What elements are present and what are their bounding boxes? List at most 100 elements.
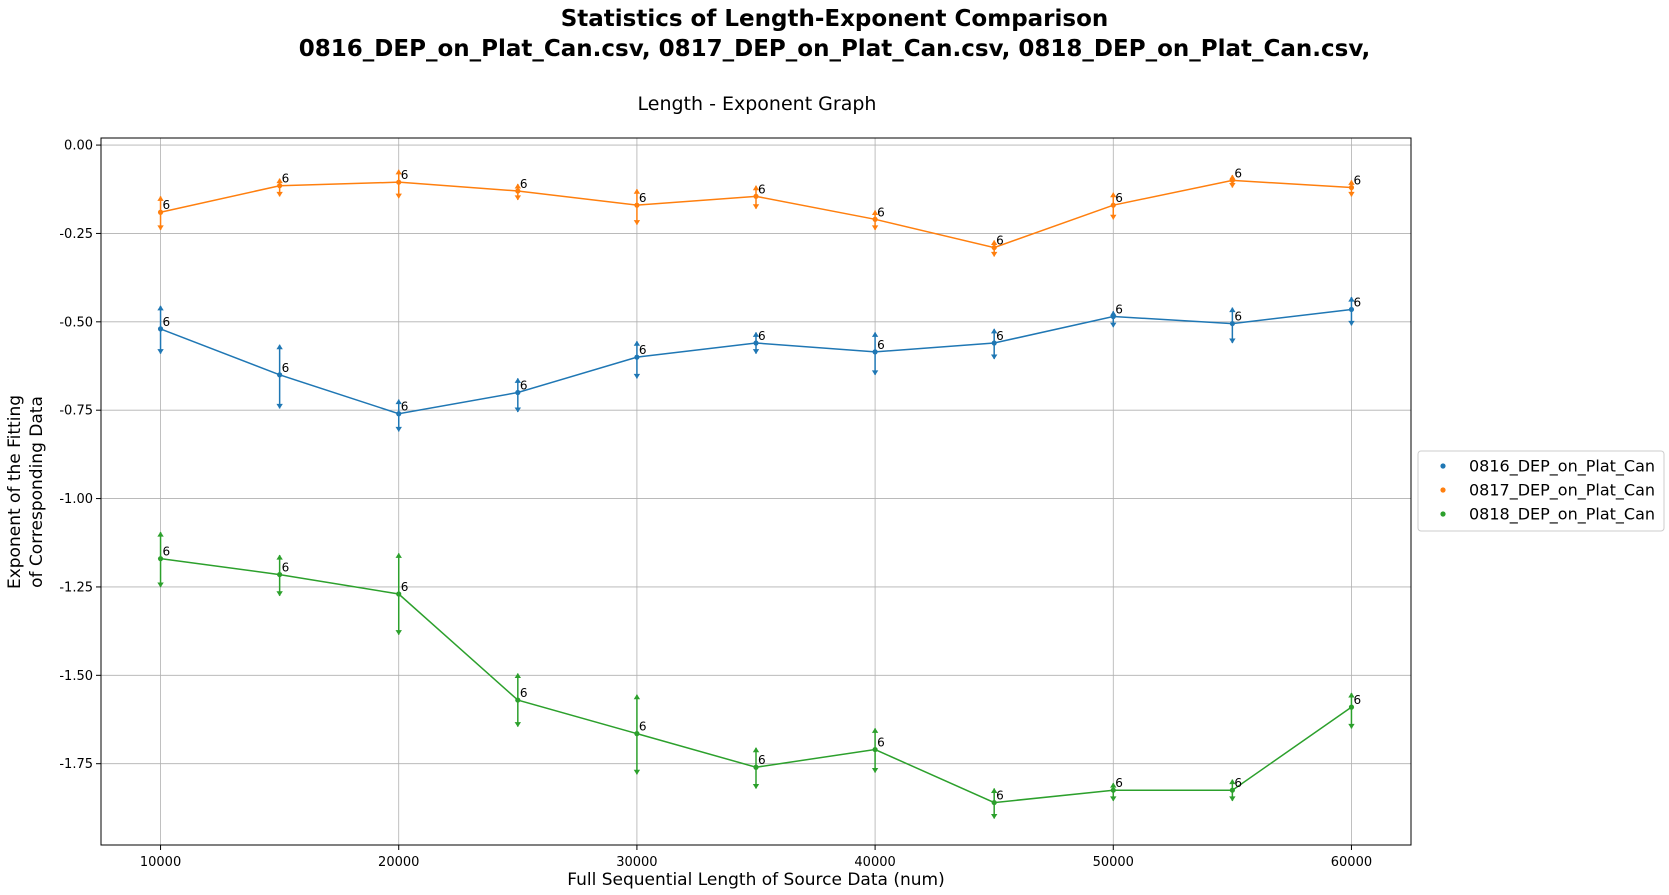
count-label: 6 xyxy=(401,580,409,594)
error-cap-upper xyxy=(276,554,283,560)
error-cap-upper xyxy=(1110,310,1117,316)
data-point xyxy=(872,349,878,355)
error-cap-upper xyxy=(395,399,402,405)
x-tick-label: 40000 xyxy=(854,855,895,870)
count-label: 6 xyxy=(758,329,766,343)
count-label: 6 xyxy=(1234,166,1242,180)
count-label: 6 xyxy=(1115,191,1123,205)
error-cap-upper xyxy=(633,188,641,194)
data-point xyxy=(753,340,759,346)
x-axis-label: Full Sequential Length of Source Data (n… xyxy=(567,870,944,890)
error-cap-lower xyxy=(276,403,283,409)
data-point xyxy=(515,389,521,396)
data-point xyxy=(1110,787,1116,793)
error-cap-lower xyxy=(990,813,998,819)
data-point xyxy=(515,697,521,703)
count-label: 6 xyxy=(520,686,528,700)
error-cap-upper xyxy=(157,531,164,537)
data-point xyxy=(991,340,997,346)
error-cap-lower xyxy=(633,220,641,226)
error-cap-lower xyxy=(1110,214,1117,220)
error-cap-lower xyxy=(395,630,402,636)
error-cap-upper xyxy=(871,331,879,337)
count-label: 6 xyxy=(877,338,885,352)
legend: 0816_DEP_on_Plat_Can 0817_DEP_on_Plat_Can… xyxy=(1417,450,1665,532)
error-cap-lower xyxy=(514,407,522,413)
legend-marker xyxy=(1440,463,1446,469)
error-cap-lower xyxy=(990,251,998,257)
error-cap-upper xyxy=(990,240,998,246)
y-tick-label: -1.25 xyxy=(59,580,93,595)
error-cap-upper xyxy=(633,340,641,346)
count-label: 6 xyxy=(877,736,885,750)
count-label: 6 xyxy=(1353,295,1361,309)
y-tick-label: -0.25 xyxy=(59,227,93,242)
error-cap-lower xyxy=(1229,338,1236,344)
error-cap-lower xyxy=(752,204,760,210)
data-point xyxy=(515,188,521,194)
error-cap-lower xyxy=(752,349,760,355)
x-tick-label: 60000 xyxy=(1331,855,1372,870)
error-cap-lower xyxy=(633,373,641,379)
y-axis: 0.00 -0.25 -0.50 -0.75 -1.00 -1.25 -1.50 -1.75 xyxy=(59,139,101,772)
error-cap-upper xyxy=(752,331,760,337)
error-cap-upper xyxy=(157,195,164,201)
x-tick-label: 10000 xyxy=(140,855,181,870)
error-cap-lower xyxy=(1348,723,1355,729)
error-cap-lower xyxy=(1110,796,1117,802)
count-label: 6 xyxy=(877,205,885,219)
error-cap-lower xyxy=(1110,322,1117,328)
error-cap-lower xyxy=(1348,320,1355,326)
error-cap-lower xyxy=(1348,191,1355,197)
error-cap-lower xyxy=(157,225,164,231)
count-label: 6 xyxy=(639,191,647,205)
y-axis-label-line-1: Exponent of the Fitting xyxy=(5,395,25,589)
count-label: 6 xyxy=(520,379,528,393)
data-point xyxy=(634,202,640,208)
error-cap-lower xyxy=(633,769,641,775)
data-point xyxy=(1348,184,1355,191)
data-point xyxy=(1229,320,1235,327)
error-cap-upper xyxy=(1348,296,1355,302)
count-label: 6 xyxy=(758,182,766,196)
error-cap-upper xyxy=(157,305,164,311)
figure-title: Statistics of Length-Exponent Comparison… xyxy=(0,4,1669,64)
count-label: 6 xyxy=(401,400,409,414)
data-point xyxy=(991,244,997,251)
data-point xyxy=(872,746,878,753)
data-point xyxy=(396,591,402,597)
error-cap-upper xyxy=(514,673,522,679)
error-cap-lower xyxy=(395,426,402,432)
data-point xyxy=(277,183,283,189)
chart-subtitle: Length - Exponent Graph xyxy=(638,93,877,115)
count-label: 6 xyxy=(282,361,290,375)
error-cap-lower xyxy=(1229,796,1236,802)
error-cap-upper xyxy=(395,552,402,558)
count-label: 6 xyxy=(1115,776,1123,790)
y-tick-label: -0.50 xyxy=(59,315,93,330)
legend-label: 0818_DEP_on_Plat_Can xyxy=(1469,505,1655,525)
count-label: 6 xyxy=(401,168,409,182)
legend-box xyxy=(1417,450,1665,532)
data-point xyxy=(1229,177,1235,184)
count-label: 6 xyxy=(163,315,171,329)
error-cap-upper xyxy=(1348,179,1355,185)
error-cap-upper xyxy=(395,169,402,175)
legend-label: 0817_DEP_on_Plat_Can xyxy=(1469,481,1655,501)
x-tick-label: 50000 xyxy=(1093,855,1134,870)
error-cap-lower xyxy=(871,225,879,231)
error-cap-upper xyxy=(752,747,760,753)
figure-title-line-2: 0816_DEP_on_Plat_Can.csv, 0817_DEP_on_Pl… xyxy=(298,36,1371,62)
data-point xyxy=(634,354,640,360)
data-point xyxy=(634,731,640,737)
data-point xyxy=(1110,202,1116,208)
count-label: 6 xyxy=(1115,303,1123,317)
count-label: 6 xyxy=(996,234,1004,248)
series-0818_DEP_on_Plat_Can: 6 6 6 6 6 6 6 6 6 6 6 xyxy=(157,531,1361,819)
error-cap-upper xyxy=(1110,192,1117,198)
error-cap-upper xyxy=(990,328,998,334)
data-point xyxy=(1110,313,1116,320)
error-cap-upper xyxy=(871,727,879,733)
count-label: 6 xyxy=(520,177,528,191)
error-cap-lower xyxy=(395,193,402,199)
